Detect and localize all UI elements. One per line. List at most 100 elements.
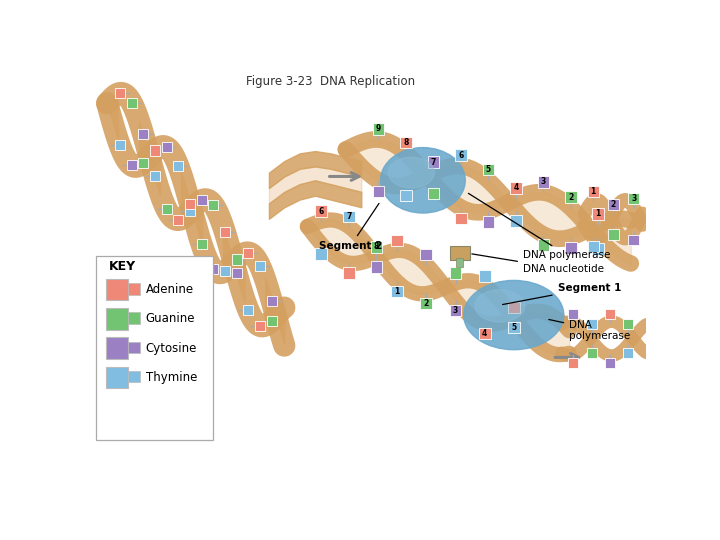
- FancyBboxPatch shape: [107, 367, 128, 388]
- FancyBboxPatch shape: [373, 123, 384, 134]
- FancyBboxPatch shape: [343, 267, 354, 279]
- FancyBboxPatch shape: [174, 215, 183, 225]
- Ellipse shape: [388, 157, 434, 188]
- FancyBboxPatch shape: [185, 206, 195, 217]
- FancyBboxPatch shape: [624, 319, 634, 329]
- Text: DNA nucleotide: DNA nucleotide: [472, 254, 604, 274]
- Text: KEY: KEY: [109, 260, 136, 273]
- Text: 6: 6: [318, 207, 324, 216]
- FancyBboxPatch shape: [343, 211, 354, 222]
- Text: 1: 1: [595, 210, 601, 218]
- FancyBboxPatch shape: [565, 191, 577, 203]
- Text: Adenine: Adenine: [145, 283, 194, 296]
- FancyBboxPatch shape: [371, 261, 382, 273]
- FancyBboxPatch shape: [450, 305, 462, 316]
- FancyBboxPatch shape: [593, 208, 604, 220]
- Text: 5: 5: [486, 165, 491, 174]
- FancyBboxPatch shape: [220, 227, 230, 237]
- Text: Thymine: Thymine: [145, 371, 197, 384]
- FancyBboxPatch shape: [128, 342, 140, 353]
- Text: 1: 1: [395, 287, 400, 296]
- FancyBboxPatch shape: [197, 239, 207, 249]
- FancyBboxPatch shape: [150, 171, 160, 181]
- FancyBboxPatch shape: [174, 161, 183, 171]
- FancyBboxPatch shape: [568, 309, 578, 319]
- FancyBboxPatch shape: [508, 322, 520, 334]
- FancyBboxPatch shape: [128, 312, 140, 324]
- Text: Figure 3-23  DNA Replication: Figure 3-23 DNA Replication: [246, 75, 415, 88]
- FancyBboxPatch shape: [255, 261, 265, 271]
- FancyBboxPatch shape: [208, 200, 218, 210]
- Text: 5: 5: [511, 323, 517, 332]
- FancyBboxPatch shape: [373, 186, 384, 197]
- Text: 7: 7: [431, 158, 436, 166]
- FancyBboxPatch shape: [107, 338, 128, 359]
- FancyBboxPatch shape: [593, 243, 604, 254]
- Text: Cytosine: Cytosine: [145, 342, 197, 355]
- FancyBboxPatch shape: [161, 142, 171, 152]
- Text: 3: 3: [541, 177, 546, 186]
- Text: DNA
polymerase: DNA polymerase: [549, 320, 631, 341]
- FancyBboxPatch shape: [456, 259, 464, 267]
- FancyBboxPatch shape: [482, 164, 494, 176]
- FancyBboxPatch shape: [455, 150, 467, 161]
- Text: 8: 8: [374, 242, 379, 252]
- Text: Guanine: Guanine: [145, 313, 195, 326]
- FancyBboxPatch shape: [428, 156, 439, 168]
- FancyBboxPatch shape: [150, 145, 160, 156]
- Text: 9: 9: [376, 124, 381, 133]
- FancyBboxPatch shape: [510, 182, 521, 194]
- FancyBboxPatch shape: [391, 235, 402, 246]
- Text: 2: 2: [611, 200, 616, 209]
- FancyBboxPatch shape: [538, 239, 549, 251]
- FancyBboxPatch shape: [624, 348, 634, 358]
- Text: 3: 3: [631, 194, 636, 203]
- FancyBboxPatch shape: [482, 216, 494, 227]
- FancyBboxPatch shape: [115, 88, 125, 98]
- FancyBboxPatch shape: [608, 229, 619, 240]
- FancyBboxPatch shape: [266, 316, 276, 326]
- FancyBboxPatch shape: [479, 328, 490, 339]
- FancyBboxPatch shape: [127, 160, 137, 171]
- Text: 6: 6: [458, 151, 464, 160]
- FancyBboxPatch shape: [315, 248, 327, 260]
- Text: 4: 4: [513, 184, 518, 192]
- FancyBboxPatch shape: [605, 358, 615, 368]
- FancyBboxPatch shape: [138, 130, 148, 139]
- FancyBboxPatch shape: [161, 204, 171, 214]
- FancyBboxPatch shape: [315, 206, 327, 217]
- FancyBboxPatch shape: [510, 215, 521, 227]
- Text: 4: 4: [482, 329, 487, 338]
- FancyBboxPatch shape: [391, 286, 402, 298]
- FancyBboxPatch shape: [629, 193, 639, 204]
- Text: 2: 2: [568, 193, 573, 201]
- Text: 3: 3: [453, 306, 458, 315]
- FancyBboxPatch shape: [428, 188, 439, 199]
- FancyBboxPatch shape: [128, 371, 140, 382]
- FancyBboxPatch shape: [232, 254, 242, 265]
- FancyBboxPatch shape: [588, 186, 598, 197]
- FancyBboxPatch shape: [587, 348, 597, 358]
- FancyBboxPatch shape: [400, 137, 412, 148]
- FancyBboxPatch shape: [568, 358, 578, 368]
- FancyBboxPatch shape: [127, 98, 137, 107]
- FancyBboxPatch shape: [455, 213, 467, 224]
- FancyBboxPatch shape: [266, 296, 276, 306]
- FancyBboxPatch shape: [629, 234, 639, 245]
- FancyBboxPatch shape: [96, 256, 213, 440]
- FancyBboxPatch shape: [220, 266, 230, 276]
- FancyBboxPatch shape: [185, 199, 195, 208]
- FancyBboxPatch shape: [588, 241, 598, 252]
- FancyBboxPatch shape: [605, 309, 615, 319]
- FancyBboxPatch shape: [565, 242, 577, 254]
- Text: DNA polymerase: DNA polymerase: [469, 193, 611, 260]
- FancyBboxPatch shape: [420, 248, 432, 260]
- FancyBboxPatch shape: [608, 199, 619, 210]
- FancyBboxPatch shape: [138, 158, 148, 168]
- Ellipse shape: [381, 147, 465, 213]
- FancyBboxPatch shape: [538, 176, 549, 187]
- Text: Segment 1: Segment 1: [503, 283, 621, 305]
- Text: 2: 2: [423, 299, 429, 308]
- FancyBboxPatch shape: [479, 270, 490, 282]
- FancyBboxPatch shape: [243, 305, 253, 315]
